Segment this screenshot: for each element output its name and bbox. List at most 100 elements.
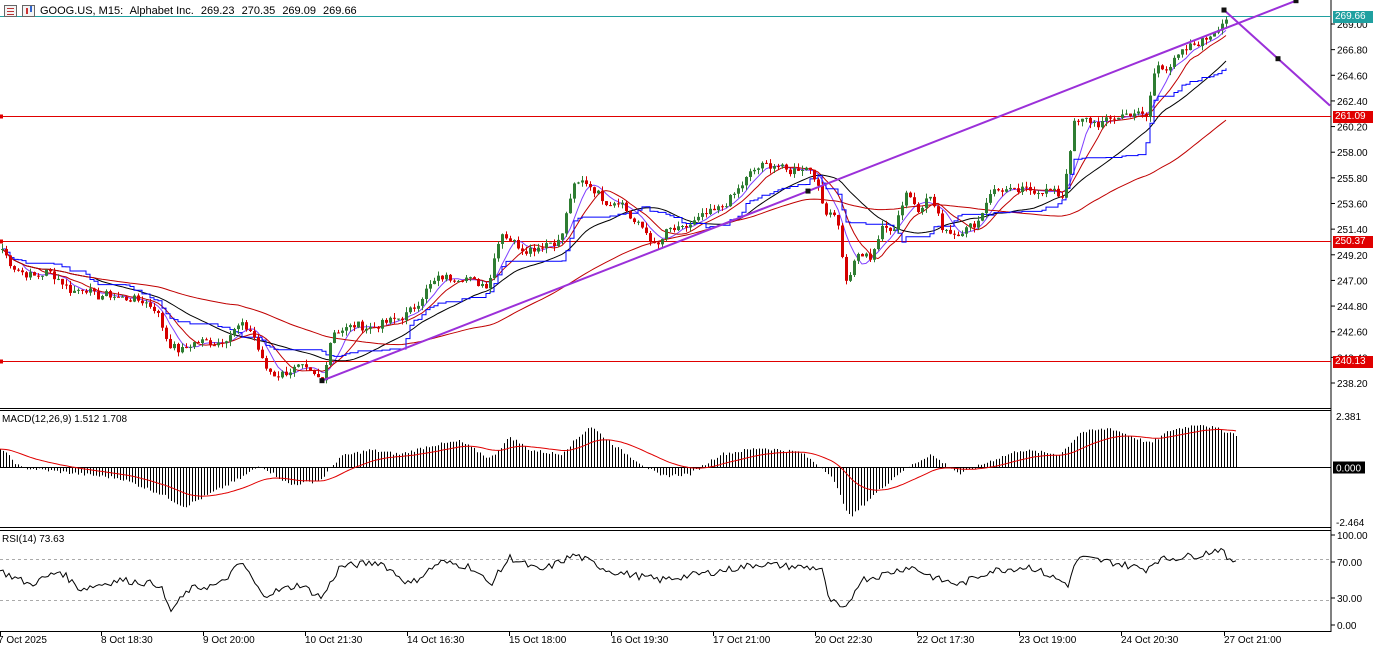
bear-candle <box>81 289 84 291</box>
level-anchor <box>0 114 3 119</box>
bear-candle <box>837 215 840 226</box>
bull-candle <box>425 288 428 299</box>
bull-candle <box>281 371 284 378</box>
bear-candle <box>17 269 20 271</box>
bull-candle <box>921 207 924 213</box>
bear-candle <box>909 192 912 198</box>
price-tick-label: 244.80 <box>1337 302 1368 313</box>
bull-candle <box>77 289 80 291</box>
bear-candle <box>285 371 288 376</box>
time-tick-label: 17 Oct 21:00 <box>713 635 771 646</box>
bull-candle <box>465 277 468 282</box>
bear-candle <box>653 242 656 244</box>
bull-candle <box>409 307 412 313</box>
bear-candle <box>705 213 708 215</box>
level-price-label: 250.37 <box>1333 235 1373 248</box>
chart-bars-icon[interactable] <box>22 5 35 17</box>
bear-candle <box>817 179 820 186</box>
bear-candle <box>385 319 388 323</box>
horizontal-levels[interactable] <box>0 16 1331 364</box>
bear-candle <box>21 270 24 273</box>
trendline-drawing[interactable] <box>319 0 1331 384</box>
bull-candle <box>1093 121 1096 123</box>
bull-candle <box>925 198 928 208</box>
bull-candle <box>981 213 984 221</box>
bear-candle <box>1197 44 1200 47</box>
bear-candle <box>93 288 96 292</box>
bull-candle <box>853 260 856 276</box>
rsi-title: RSI(14) 73.63 <box>2 534 65 545</box>
bull-candle <box>457 280 460 282</box>
bear-candle <box>617 203 620 205</box>
bear-candle <box>353 325 356 328</box>
bull-candle <box>189 346 192 348</box>
bull-candle <box>1209 36 1212 40</box>
level-price-label: 261.09 <box>1333 110 1373 123</box>
bear-candle <box>1029 187 1032 191</box>
bear-candle <box>845 256 848 281</box>
bear-candle <box>317 373 320 378</box>
price-tick-label: 264.60 <box>1337 71 1368 82</box>
bull-candle <box>729 194 732 207</box>
bull-candle <box>1173 57 1176 67</box>
bear-candle <box>1041 193 1044 195</box>
level-anchor <box>0 239 3 244</box>
bull-candle <box>849 275 852 281</box>
menu-icon[interactable] <box>4 5 17 17</box>
bull-candle <box>1221 23 1224 31</box>
bull-candle <box>421 298 424 306</box>
high-value: 270.35 <box>241 5 276 17</box>
bull-candle <box>965 227 968 234</box>
bear-candle <box>1033 190 1036 194</box>
bear-candle <box>1193 43 1196 45</box>
bull-candle <box>369 326 372 329</box>
bull-candle <box>1225 19 1228 24</box>
bear-candle <box>97 291 100 300</box>
bear-candle <box>997 189 1000 191</box>
bear-candle <box>721 206 724 208</box>
bull-candle <box>1153 73 1156 96</box>
bull-candle <box>545 243 548 249</box>
bear-candle <box>361 321 364 331</box>
bull-candle <box>737 188 740 194</box>
bull-candle <box>101 296 104 300</box>
bull-candle <box>57 278 60 280</box>
bear-candle <box>453 280 456 282</box>
bear-candle <box>209 340 212 346</box>
bear-candle <box>141 300 144 304</box>
price-tick-label: 253.60 <box>1337 200 1368 211</box>
bull-candle <box>89 288 92 293</box>
bull-candle <box>829 212 832 215</box>
bear-candle <box>449 274 452 281</box>
bear-candle <box>169 338 172 349</box>
price-tick-label: 262.40 <box>1337 97 1368 108</box>
bear-candle <box>9 255 12 267</box>
macd-zero-box <box>1333 461 1365 474</box>
trendline-anchor <box>319 378 325 384</box>
rsi-line <box>0 547 1237 613</box>
bull-candle <box>893 229 896 231</box>
bull-candle <box>217 342 220 346</box>
time-tick-label: 7 Oct 2025 <box>0 635 47 646</box>
rsi-tick-label: 70.00 <box>1337 558 1362 569</box>
price-tick-label: 258.00 <box>1337 148 1368 159</box>
bull-candle <box>469 277 472 279</box>
time-tick-label: 20 Oct 22:30 <box>815 635 873 646</box>
bull-candle <box>661 239 664 245</box>
time-tick-label: 14 Oct 16:30 <box>407 635 465 646</box>
time-tick-label: 27 Oct 21:00 <box>1224 635 1282 646</box>
bull-candle <box>133 295 136 302</box>
price-tick-label: 266.80 <box>1337 46 1368 57</box>
bear-candle <box>1145 113 1148 118</box>
price-tick-label: 247.00 <box>1337 276 1368 287</box>
bear-candle <box>205 339 208 341</box>
bull-candle <box>73 290 76 293</box>
bull-candle <box>445 274 448 280</box>
bear-candle <box>441 275 444 280</box>
bear-candle <box>69 284 72 293</box>
bull-candle <box>493 258 496 278</box>
time-axis-ticks: 7 Oct 2025 8 Oct 18:30 9 Oct 20:00 10 Oct 2… <box>0 631 1282 646</box>
bull-candle <box>233 329 236 336</box>
bull-candle <box>229 335 232 342</box>
